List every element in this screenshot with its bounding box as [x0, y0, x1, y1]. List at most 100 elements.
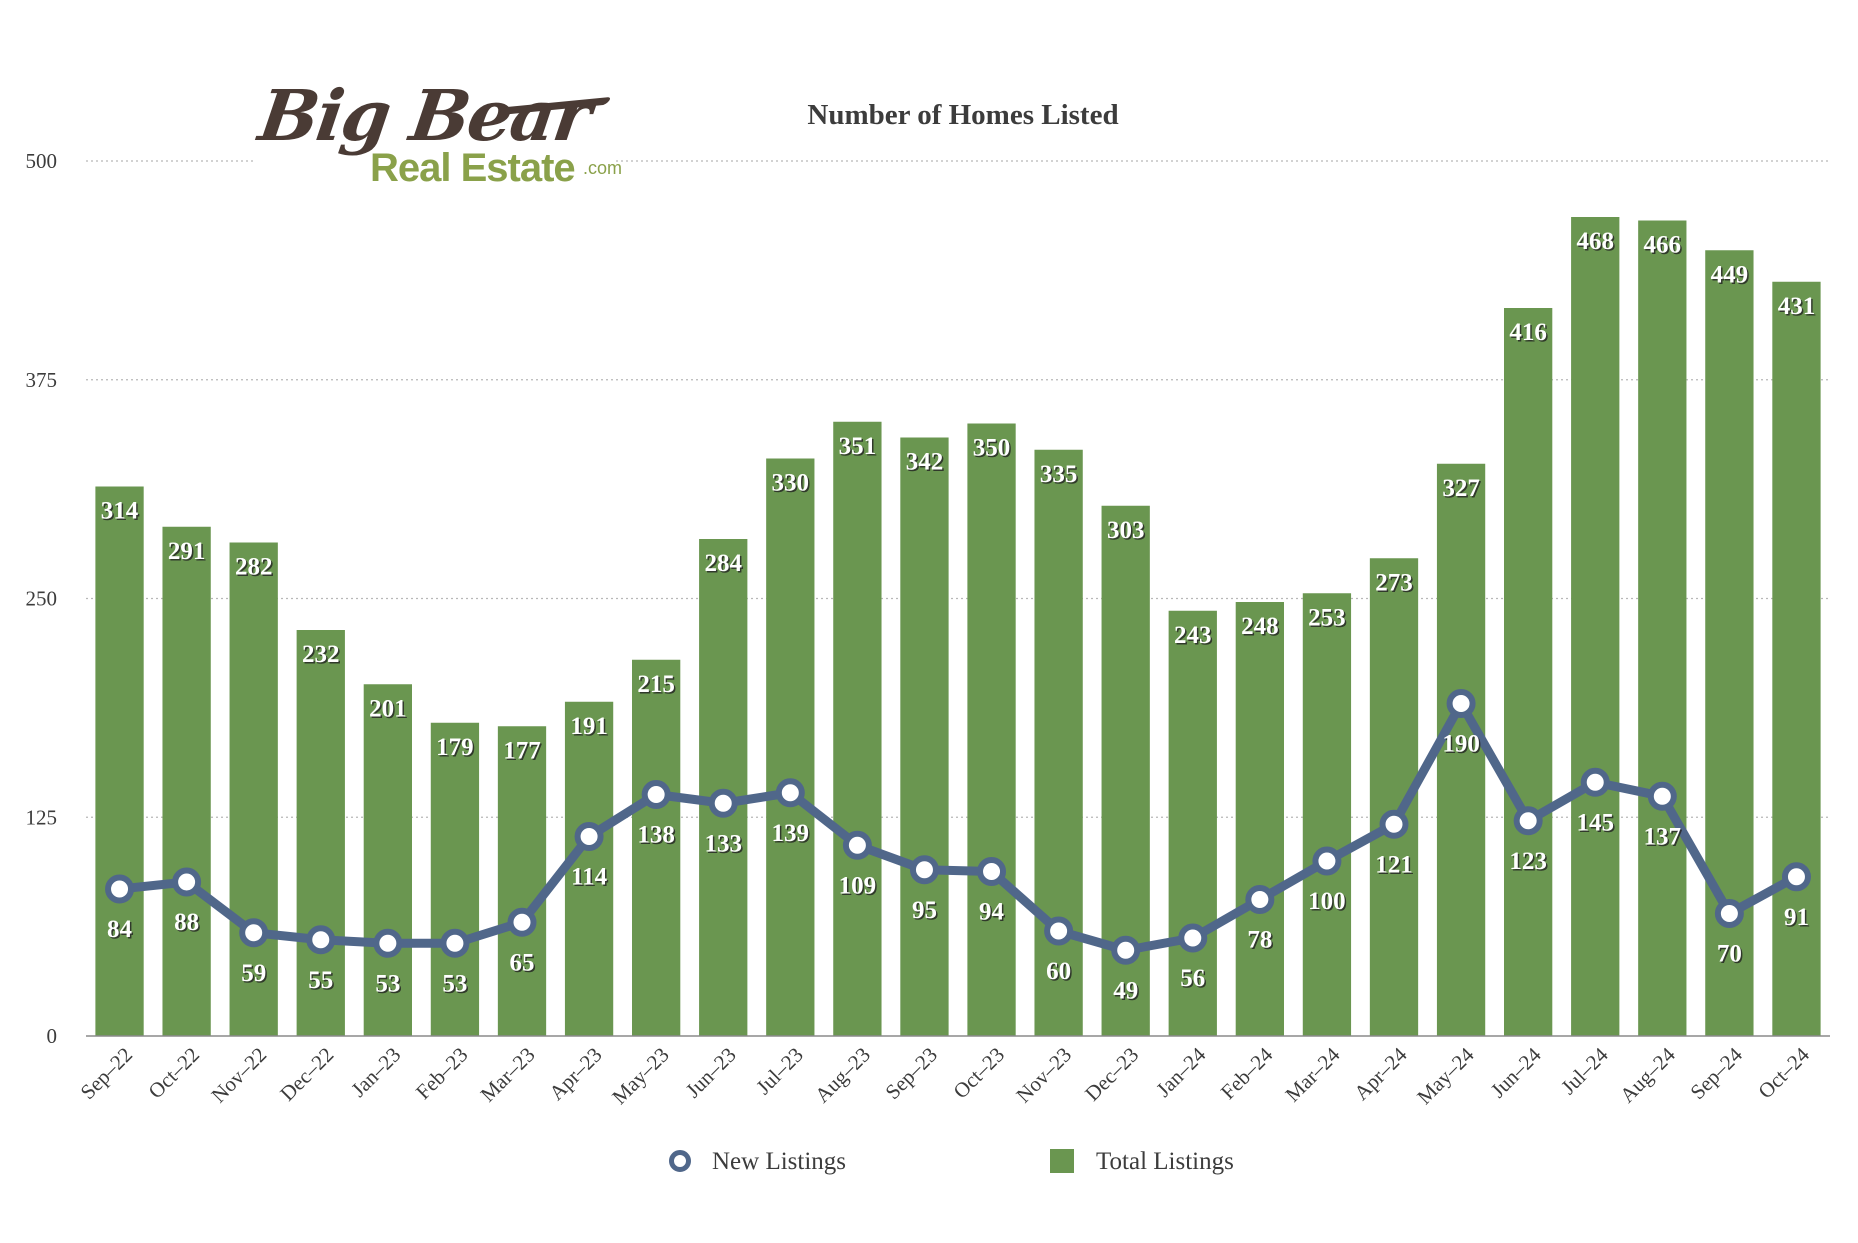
- bar: [1436, 463, 1486, 1036]
- point-value-label: 95: [912, 897, 937, 924]
- bar-value-label: 177: [503, 737, 541, 764]
- x-tick-label: Aug–23: [810, 1043, 875, 1108]
- bar-value-label-shadow: 468: [1578, 230, 1616, 257]
- bar-value-label-shadow: 449: [1712, 263, 1750, 290]
- bar-value-label: 191: [570, 713, 608, 740]
- bar-value-label: 449: [1711, 261, 1749, 288]
- bar: [699, 539, 748, 1036]
- bar-value-label: 303: [1107, 517, 1145, 544]
- point-value-label: 65: [510, 949, 535, 976]
- line-point: [1178, 923, 1208, 953]
- point-value-label: 100: [1308, 888, 1346, 915]
- bar-value-label-shadow: 431: [1779, 294, 1817, 321]
- point-value-label: 70: [1717, 941, 1742, 968]
- x-tick-label: Jun–23: [681, 1043, 741, 1103]
- bar: [900, 437, 949, 1036]
- line-point: [440, 928, 470, 958]
- legend-label-total-listings: Total Listings: [1096, 1148, 1234, 1175]
- bar-value-label: 416: [1509, 319, 1547, 346]
- x-tick-label: Sep–22: [76, 1043, 138, 1105]
- line-point: [909, 855, 939, 885]
- point-value-label: 60: [1046, 958, 1071, 985]
- bar-value-label: 291: [168, 538, 206, 565]
- legend-marker-new-listings: [669, 1150, 691, 1172]
- x-tick-label: Jul–23: [751, 1043, 808, 1100]
- point-value-label: 49: [1113, 977, 1138, 1004]
- point-value-label: 78: [1247, 927, 1272, 954]
- point-value-label-shadow: 121: [1377, 853, 1415, 880]
- y-tick-label: 375: [26, 368, 58, 392]
- x-tick-label: Sep–23: [880, 1043, 942, 1105]
- line-point: [574, 822, 604, 851]
- x-tick-label: Oct–22: [143, 1043, 204, 1104]
- point-value-label-shadow: 88: [176, 911, 201, 938]
- point-value-label-shadow: 137: [1645, 825, 1683, 852]
- bar-value-label-shadow: 177: [505, 739, 543, 766]
- bar-value-label: 350: [973, 435, 1011, 462]
- legend: New Listings Total Listings: [669, 1148, 1234, 1175]
- x-tick-label: Jan–24: [1151, 1042, 1210, 1101]
- x-tick-label: Nov–23: [1011, 1043, 1076, 1108]
- y-tick-label: 0: [47, 1024, 58, 1048]
- x-tick-label: Oct–23: [948, 1043, 1009, 1104]
- point-value-label: 109: [839, 872, 877, 899]
- line-point: [1379, 809, 1409, 839]
- y-tick-label: 250: [26, 587, 58, 611]
- point-value-label-shadow: 55: [310, 968, 335, 995]
- point-value-label-shadow: 133: [706, 832, 744, 859]
- line-point: [708, 788, 738, 818]
- bar-value-label: 342: [906, 449, 944, 476]
- point-value-label: 145: [1576, 809, 1614, 836]
- bar-value-label-shadow: 303: [1108, 518, 1146, 545]
- y-axis-ticks: 0 125 250 375 500: [26, 149, 58, 1048]
- line-series: [105, 689, 1811, 965]
- bar-value-label-shadow: 327: [1444, 476, 1482, 503]
- line-point: [1245, 885, 1275, 914]
- bar: [967, 423, 1016, 1036]
- bar: [833, 421, 882, 1036]
- bar-value-label-shadow: 284: [706, 552, 744, 579]
- point-value-label-shadow: 59: [243, 961, 268, 988]
- bar-value-label: 466: [1644, 232, 1682, 259]
- logo-text-real-estate: Real Estate: [370, 146, 576, 190]
- x-tick-label: May–23: [607, 1043, 673, 1109]
- line-point: [172, 867, 202, 897]
- bar-value-label: 282: [235, 554, 273, 581]
- line-point: [1513, 806, 1543, 836]
- bar: [564, 701, 614, 1036]
- chart-title: Number of Homes Listed: [807, 99, 1118, 131]
- bar: [1168, 610, 1217, 1036]
- x-tick-label: Jan–23: [346, 1043, 405, 1102]
- point-value-label-shadow: 145: [1578, 811, 1616, 838]
- bar-value-label: 232: [302, 641, 340, 668]
- point-value-label: 84: [107, 916, 133, 943]
- point-value-label: 91: [1784, 904, 1809, 931]
- bar-value-label-shadow: 215: [639, 672, 677, 699]
- bar-value-label: 468: [1576, 228, 1614, 255]
- x-tick-label: Aug–24: [1615, 1042, 1680, 1107]
- x-tick-label: Jul–24: [1556, 1042, 1613, 1099]
- point-value-label-shadow: 49: [1115, 979, 1140, 1006]
- bar-value-label-shadow: 342: [907, 450, 945, 477]
- line-point: [306, 925, 336, 955]
- line-point: [1044, 916, 1074, 946]
- x-tick-label: Apr–24: [1349, 1042, 1412, 1105]
- bar-value-label-shadow: 330: [773, 471, 811, 498]
- point-value-label-shadow: 65: [511, 951, 536, 978]
- point-value-label: 190: [1442, 731, 1480, 758]
- x-tick-label: Sep–24: [1685, 1042, 1747, 1104]
- bar-value-label: 351: [839, 433, 877, 460]
- bar-value-label: 314: [101, 498, 139, 525]
- x-tick-label: Dec–23: [1080, 1043, 1143, 1106]
- bar: [95, 486, 144, 1036]
- point-value-label-shadow: 56: [1182, 967, 1207, 994]
- bar-value-label-shadow: 291: [169, 539, 207, 566]
- bar: [632, 659, 681, 1036]
- bar-value-label-shadow: 273: [1377, 571, 1415, 598]
- line-point: [1580, 767, 1610, 797]
- bar-value-label: 243: [1174, 622, 1212, 649]
- bar-value-label: 327: [1442, 475, 1480, 502]
